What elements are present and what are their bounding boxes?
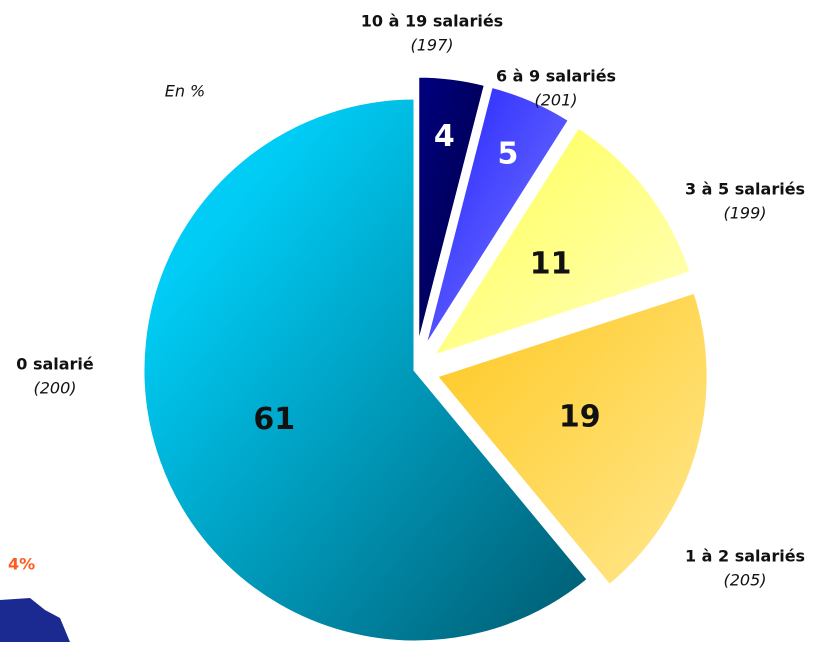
subtitle: En % <box>165 82 206 101</box>
data-label: 19 <box>559 399 601 434</box>
sample-label: (197) <box>410 36 453 55</box>
data-label: 11 <box>530 246 572 281</box>
category-label: 6 à 9 salariés <box>496 67 616 86</box>
sample-label: (205) <box>723 571 766 590</box>
pie-slice <box>141 96 591 644</box>
data-label: 61 <box>253 402 295 437</box>
category-label: 3 à 5 salariés <box>685 180 805 199</box>
sample-label: (200) <box>33 379 76 398</box>
pie-slice <box>428 124 693 360</box>
pie-slice <box>422 84 572 351</box>
category-label: 10 à 19 salariés <box>361 12 503 31</box>
sample-label: (199) <box>723 204 766 223</box>
category-label: 0 salarié <box>16 355 94 374</box>
pie-slice <box>433 290 710 588</box>
annotation: 4% <box>8 555 35 574</box>
data-label: 5 <box>498 137 519 172</box>
map-fragment <box>0 598 70 642</box>
pie-slice <box>416 74 488 349</box>
sample-label: (201) <box>534 91 577 110</box>
category-label: 1 à 2 salariés <box>685 547 805 566</box>
data-label: 4 <box>434 119 455 154</box>
